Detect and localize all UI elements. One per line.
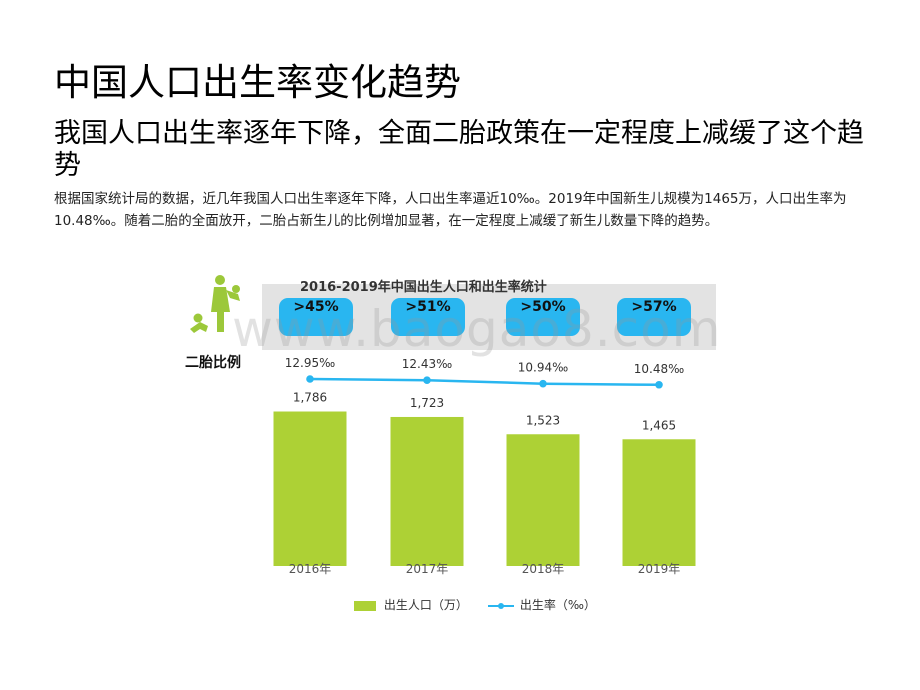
- page-title: 中国人口出生率变化趋势: [54, 61, 461, 104]
- x-tick-label-1: 2017年: [406, 562, 449, 576]
- x-tick-label-3: 2019年: [638, 562, 681, 576]
- mother-child-icon: [190, 275, 240, 333]
- bar-3: [622, 439, 696, 566]
- bar-2: [506, 434, 580, 566]
- bar-0: [273, 411, 347, 566]
- rate-label-3: 10.48‰: [634, 362, 684, 376]
- rate-point-3: [655, 380, 663, 389]
- ratio-badge-2016: >45%: [279, 298, 353, 336]
- legend-item-rate: 出生率（‰）: [488, 596, 596, 613]
- legend-swatch-bar: [354, 600, 376, 611]
- watermark: www.baogao8.com: [232, 300, 722, 358]
- rate-point-2: [539, 379, 547, 388]
- ratio-badge-2017: >51%: [391, 298, 465, 336]
- rate-point-1: [423, 376, 431, 385]
- rate-label-0: 12.95‰: [285, 356, 335, 370]
- rate-line: [309, 377, 660, 387]
- legend-swatch-line: [488, 602, 514, 609]
- ratio-badge-2018: >50%: [506, 298, 580, 336]
- bar-1: [390, 416, 464, 566]
- x-tick-label-0: 2016年: [289, 562, 332, 576]
- rate-label-2: 10.94‰: [518, 361, 568, 375]
- bar-value-label-1: 1,723: [410, 396, 444, 410]
- bar-value-label-0: 1,786: [293, 391, 327, 405]
- bar-value-label-3: 1,465: [642, 418, 676, 432]
- legend-label-rate: 出生率（‰）: [519, 598, 596, 612]
- legend-item-births: 出生人口（万）: [354, 596, 468, 613]
- rate-point-0: [306, 375, 314, 383]
- page-subtitle: 我国人口出生率逐年下降，全面二胎政策在一定程度上减缓了这个趋势: [54, 118, 864, 181]
- rate-label-1: 12.43‰: [402, 357, 452, 371]
- x-tick-label-2: 2018年: [522, 562, 565, 576]
- chart-title: 2016-2019年中国出生人口和出生率统计: [300, 280, 547, 295]
- bar-value-label-2: 1,523: [526, 413, 560, 427]
- ratio-badge-2019: >57%: [617, 298, 691, 336]
- legend-label-births: 出生人口（万）: [383, 598, 468, 612]
- description-paragraph: 根据国家统计局的数据，近几年我国人口出生率逐年下降，人口出生率逼近10‰。201…: [54, 191, 847, 229]
- side-label: 二胎比例: [185, 355, 241, 371]
